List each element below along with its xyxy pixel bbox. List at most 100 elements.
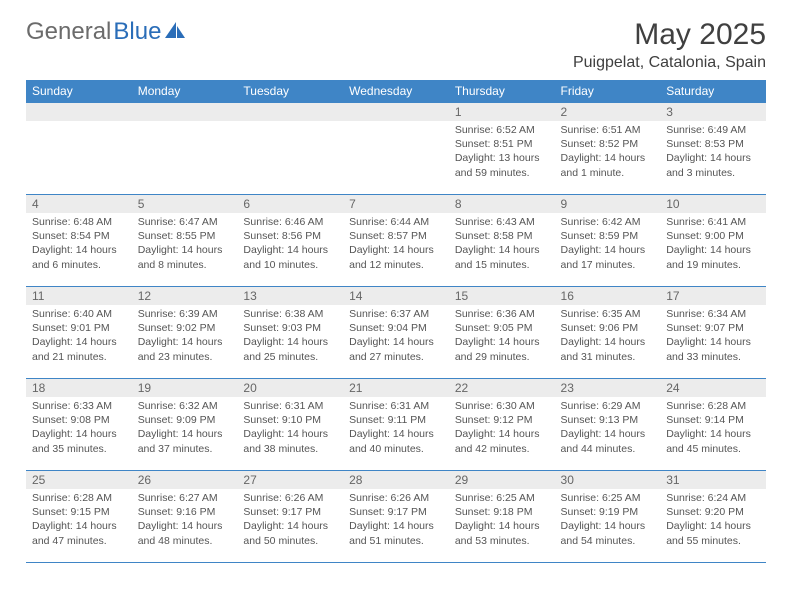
day-detail: Sunrise: 6:33 AMSunset: 9:08 PMDaylight:…	[26, 397, 132, 462]
calendar-cell: 19Sunrise: 6:32 AMSunset: 9:09 PMDayligh…	[132, 379, 238, 471]
sunrise-text: Sunrise: 6:52 AM	[455, 123, 549, 137]
daylight-text: Daylight: 14 hours	[561, 151, 655, 165]
sunrise-text: Sunrise: 6:34 AM	[666, 307, 760, 321]
sunrise-text: Sunrise: 6:27 AM	[138, 491, 232, 505]
day-detail: Sunrise: 6:44 AMSunset: 8:57 PMDaylight:…	[343, 213, 449, 278]
day-number: 20	[237, 379, 343, 397]
day-number: 12	[132, 287, 238, 305]
sunset-text: Sunset: 8:59 PM	[561, 229, 655, 243]
daylight-text: Daylight: 14 hours	[666, 243, 760, 257]
sunset-text: Sunset: 9:18 PM	[455, 505, 549, 519]
calendar-cell	[237, 103, 343, 195]
day-number: 21	[343, 379, 449, 397]
sunrise-text: Sunrise: 6:28 AM	[32, 491, 126, 505]
daylight-text: and 53 minutes.	[455, 534, 549, 548]
sunrise-text: Sunrise: 6:32 AM	[138, 399, 232, 413]
location-text: Puigpelat, Catalonia, Spain	[573, 54, 766, 72]
day-detail: Sunrise: 6:41 AMSunset: 9:00 PMDaylight:…	[660, 213, 766, 278]
calendar-cell: 9Sunrise: 6:42 AMSunset: 8:59 PMDaylight…	[555, 195, 661, 287]
daylight-text: Daylight: 14 hours	[243, 335, 337, 349]
daylight-text: and 38 minutes.	[243, 442, 337, 456]
sunset-text: Sunset: 8:53 PM	[666, 137, 760, 151]
day-number: 31	[660, 471, 766, 489]
logo-text-blue: Blue	[113, 18, 161, 46]
daylight-text: Daylight: 14 hours	[349, 519, 443, 533]
calendar-cell: 6Sunrise: 6:46 AMSunset: 8:56 PMDaylight…	[237, 195, 343, 287]
sunrise-text: Sunrise: 6:31 AM	[349, 399, 443, 413]
daylight-text: and 51 minutes.	[349, 534, 443, 548]
daylight-text: and 55 minutes.	[666, 534, 760, 548]
calendar-page: GeneralBlue May 2025 Puigpelat, Cataloni…	[0, 0, 792, 581]
daylight-text: and 23 minutes.	[138, 350, 232, 364]
sunset-text: Sunset: 9:04 PM	[349, 321, 443, 335]
sunset-text: Sunset: 9:16 PM	[138, 505, 232, 519]
daylight-text: Daylight: 14 hours	[455, 519, 549, 533]
calendar-table: SundayMondayTuesdayWednesdayThursdayFrid…	[26, 80, 766, 563]
day-number: 16	[555, 287, 661, 305]
sunset-text: Sunset: 9:07 PM	[666, 321, 760, 335]
calendar-cell	[26, 103, 132, 195]
day-detail: Sunrise: 6:32 AMSunset: 9:09 PMDaylight:…	[132, 397, 238, 462]
daylight-text: Daylight: 14 hours	[666, 519, 760, 533]
day-number: 5	[132, 195, 238, 213]
daylight-text: Daylight: 14 hours	[561, 427, 655, 441]
calendar-cell: 11Sunrise: 6:40 AMSunset: 9:01 PMDayligh…	[26, 287, 132, 379]
calendar-cell: 28Sunrise: 6:26 AMSunset: 9:17 PMDayligh…	[343, 471, 449, 563]
daylight-text: and 47 minutes.	[32, 534, 126, 548]
day-number: 23	[555, 379, 661, 397]
calendar-cell: 27Sunrise: 6:26 AMSunset: 9:17 PMDayligh…	[237, 471, 343, 563]
calendar-cell: 2Sunrise: 6:51 AMSunset: 8:52 PMDaylight…	[555, 103, 661, 195]
sunset-text: Sunset: 8:54 PM	[32, 229, 126, 243]
sunset-text: Sunset: 9:15 PM	[32, 505, 126, 519]
day-number: 15	[449, 287, 555, 305]
calendar-cell: 14Sunrise: 6:37 AMSunset: 9:04 PMDayligh…	[343, 287, 449, 379]
day-number: 8	[449, 195, 555, 213]
sunset-text: Sunset: 9:05 PM	[455, 321, 549, 335]
sunset-text: Sunset: 9:12 PM	[455, 413, 549, 427]
calendar-cell	[132, 103, 238, 195]
daylight-text: Daylight: 14 hours	[666, 151, 760, 165]
day-detail: Sunrise: 6:26 AMSunset: 9:17 PMDaylight:…	[343, 489, 449, 554]
sunset-text: Sunset: 9:09 PM	[138, 413, 232, 427]
daylight-text: and 44 minutes.	[561, 442, 655, 456]
day-detail: Sunrise: 6:37 AMSunset: 9:04 PMDaylight:…	[343, 305, 449, 370]
calendar-cell: 25Sunrise: 6:28 AMSunset: 9:15 PMDayligh…	[26, 471, 132, 563]
sunset-text: Sunset: 9:17 PM	[349, 505, 443, 519]
daylight-text: Daylight: 14 hours	[32, 335, 126, 349]
day-number: 7	[343, 195, 449, 213]
sunset-text: Sunset: 8:58 PM	[455, 229, 549, 243]
daylight-text: and 15 minutes.	[455, 258, 549, 272]
calendar-cell: 21Sunrise: 6:31 AMSunset: 9:11 PMDayligh…	[343, 379, 449, 471]
day-number: 25	[26, 471, 132, 489]
daylight-text: Daylight: 14 hours	[666, 427, 760, 441]
day-number: 27	[237, 471, 343, 489]
sunrise-text: Sunrise: 6:49 AM	[666, 123, 760, 137]
weekday-header-row: SundayMondayTuesdayWednesdayThursdayFrid…	[26, 80, 766, 103]
sunrise-text: Sunrise: 6:30 AM	[455, 399, 549, 413]
day-detail: Sunrise: 6:40 AMSunset: 9:01 PMDaylight:…	[26, 305, 132, 370]
day-number: 10	[660, 195, 766, 213]
weekday-header: Wednesday	[343, 80, 449, 103]
day-number: 4	[26, 195, 132, 213]
day-detail: Sunrise: 6:27 AMSunset: 9:16 PMDaylight:…	[132, 489, 238, 554]
daylight-text: and 17 minutes.	[561, 258, 655, 272]
calendar-cell: 30Sunrise: 6:25 AMSunset: 9:19 PMDayligh…	[555, 471, 661, 563]
day-detail: Sunrise: 6:28 AMSunset: 9:14 PMDaylight:…	[660, 397, 766, 462]
sunrise-text: Sunrise: 6:48 AM	[32, 215, 126, 229]
daylight-text: and 8 minutes.	[138, 258, 232, 272]
logo: GeneralBlue	[26, 18, 185, 46]
daylight-text: Daylight: 14 hours	[138, 335, 232, 349]
sunset-text: Sunset: 8:52 PM	[561, 137, 655, 151]
sunset-text: Sunset: 9:03 PM	[243, 321, 337, 335]
daylight-text: and 21 minutes.	[32, 350, 126, 364]
day-detail: Sunrise: 6:51 AMSunset: 8:52 PMDaylight:…	[555, 121, 661, 186]
daylight-text: and 48 minutes.	[138, 534, 232, 548]
daylight-text: Daylight: 14 hours	[455, 335, 549, 349]
day-number: 3	[660, 103, 766, 121]
header: GeneralBlue May 2025 Puigpelat, Cataloni…	[26, 18, 766, 72]
day-detail: Sunrise: 6:31 AMSunset: 9:10 PMDaylight:…	[237, 397, 343, 462]
day-detail: Sunrise: 6:35 AMSunset: 9:06 PMDaylight:…	[555, 305, 661, 370]
day-detail: Sunrise: 6:34 AMSunset: 9:07 PMDaylight:…	[660, 305, 766, 370]
sunset-text: Sunset: 9:08 PM	[32, 413, 126, 427]
day-number: 17	[660, 287, 766, 305]
